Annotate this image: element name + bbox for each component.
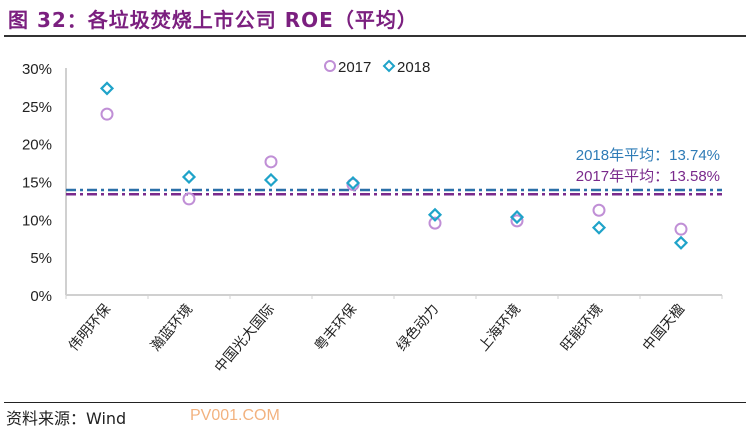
legend-marker <box>324 60 336 72</box>
y-tick-label: 25% <box>22 99 52 116</box>
x-tick-label: 中国光大国际 <box>211 301 277 376</box>
point-2018 <box>99 81 115 96</box>
x-tick-label: 伟明环保 <box>65 301 113 354</box>
source-divider <box>4 402 746 403</box>
point-2017 <box>674 222 688 236</box>
source-note: 资料来源：Wind <box>6 409 127 428</box>
legend-label: 2018 <box>397 59 430 76</box>
figure-title: 图 32：各垃圾焚烧上市公司 ROE（平均） <box>8 8 418 32</box>
roe-chart: 0% 5% 10% 15% 20% 25% 30% 伟明环保 瀚蓝环境 中国光大国际 粤丰环保 绿色动… <box>22 59 723 376</box>
watermark: PV001.COM <box>190 407 280 424</box>
average-label: 2017年平均：13.58% <box>576 168 720 185</box>
point-2018 <box>427 207 443 222</box>
y-tick-label: 15% <box>22 175 52 192</box>
point-2017 <box>428 216 442 230</box>
point-2017 <box>182 192 196 206</box>
y-tick-label: 5% <box>30 250 52 267</box>
point-2018 <box>509 210 525 225</box>
point-2017 <box>510 214 524 228</box>
x-tick-label: 瀚蓝环境 <box>147 301 195 354</box>
x-tick-label: 粤丰环保 <box>311 301 359 354</box>
y-tick-label: 30% <box>22 61 52 78</box>
point-2018 <box>673 235 689 250</box>
x-tick-label: 中国天楹 <box>639 301 687 354</box>
y-tick-label: 20% <box>22 137 52 154</box>
y-tick-label: 0% <box>30 288 52 305</box>
y-tick-label: 10% <box>22 212 52 229</box>
x-tick-label: 上海环境 <box>475 301 523 354</box>
legend-label: 2017 <box>338 59 371 76</box>
point-2017 <box>264 155 278 169</box>
point-2018 <box>345 175 361 191</box>
title-divider <box>4 35 746 37</box>
x-tick-label: 绿色动力 <box>393 301 441 354</box>
average-label: 2018年平均：13.74% <box>576 147 720 164</box>
point-2018 <box>263 172 279 188</box>
point-2018 <box>181 169 197 185</box>
point-2017 <box>100 107 114 121</box>
legend-marker <box>382 59 396 73</box>
point-2018 <box>591 220 607 235</box>
x-tick-label: 旺能环境 <box>557 301 605 354</box>
point-2017 <box>592 203 606 217</box>
